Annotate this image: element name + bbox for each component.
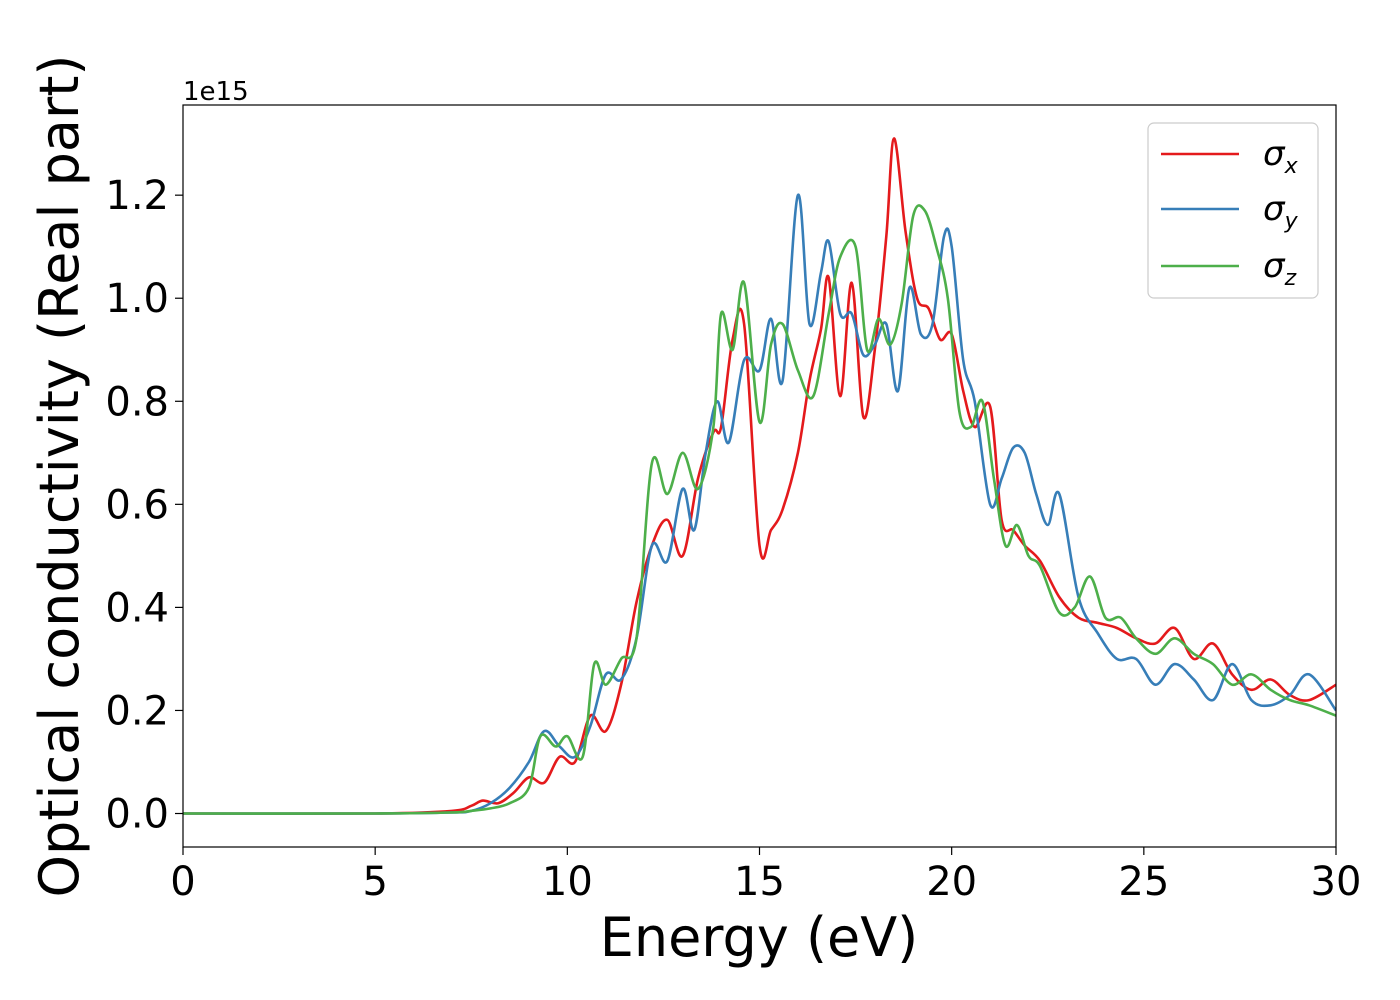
x-axis-title: Energy (eV) — [600, 906, 919, 969]
series-line-y — [183, 193, 1336, 815]
y-tick-label: 0.2 — [105, 688, 169, 734]
series-line-z — [183, 204, 1336, 815]
y-tick-label: 1.2 — [105, 173, 169, 219]
x-tick-label: 30 — [1311, 859, 1362, 905]
y-tick-label: 0.4 — [105, 585, 169, 631]
legend-frame — [1147, 122, 1319, 299]
x-tick-label: 25 — [1118, 859, 1169, 905]
x-tick-label: 20 — [926, 859, 977, 905]
y-axis-ticks: 0.0 0.2 0.4 0.6 0.8 1.0 1.2 — [105, 173, 183, 838]
x-tick-label: 10 — [542, 859, 593, 905]
series-layer — [183, 137, 1336, 815]
y-tick-label: 1.0 — [105, 276, 169, 322]
y-offset-label: 1e15 — [183, 77, 249, 107]
x-tick-label: 0 — [170, 859, 195, 905]
y-axis-title: Optical conductivity (Real part) — [28, 55, 91, 898]
x-tick-label: 5 — [362, 859, 387, 905]
series-line-x — [183, 137, 1336, 815]
x-tick-label: 15 — [734, 859, 785, 905]
y-tick-label: 0.8 — [105, 379, 169, 425]
y-tick-label: 0.0 — [105, 792, 169, 838]
y-tick-label: 0.6 — [105, 482, 169, 528]
x-axis-ticks: 0 5 10 15 20 25 30 — [170, 847, 1361, 905]
